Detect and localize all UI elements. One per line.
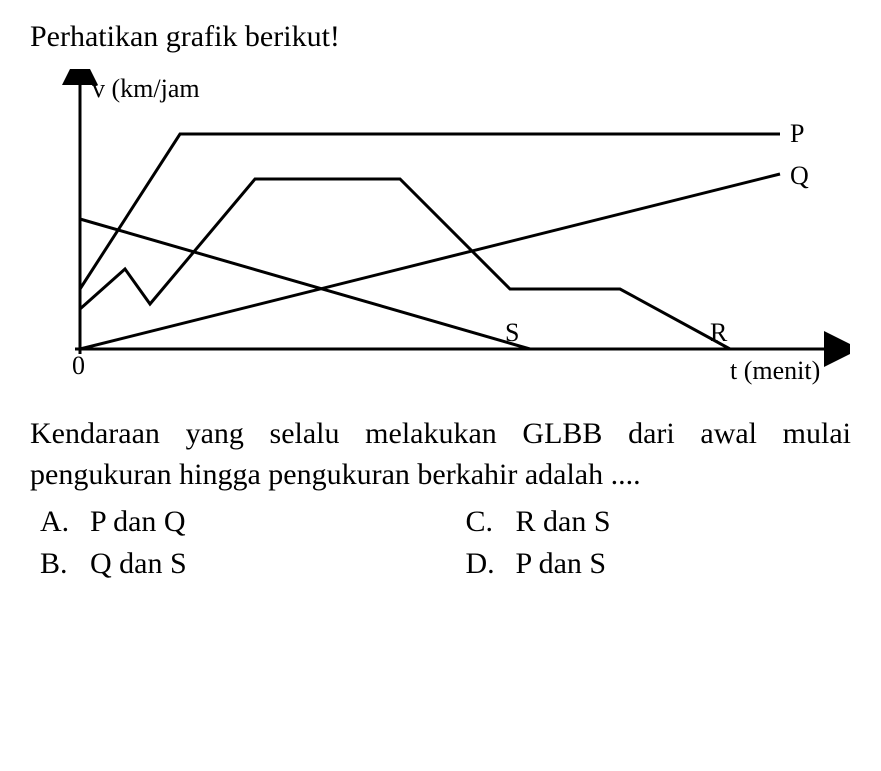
label-s: S (505, 318, 519, 347)
option-d[interactable]: D. P dan S (466, 547, 852, 581)
y-axis-label: v (km/jam (92, 74, 200, 103)
question-title: Perhatikan grafik berikut! (30, 20, 851, 54)
series-s (80, 219, 530, 349)
answer-options: A. P dan Q C. R dan S B. Q dan S D. P da… (30, 505, 851, 581)
chart-svg: v (km/jam t (menit) 0 P Q S R (30, 69, 850, 389)
option-letter-b: B. (40, 547, 70, 581)
option-text-d: P dan S (516, 547, 607, 581)
option-letter-a: A. (40, 505, 70, 539)
option-text-a: P dan Q (90, 505, 186, 539)
label-p: P (790, 119, 804, 148)
series-p (80, 134, 780, 289)
option-text-c: R dan S (516, 505, 611, 539)
velocity-time-chart: v (km/jam t (menit) 0 P Q S R (30, 69, 850, 389)
option-text-b: Q dan S (90, 547, 187, 581)
label-r: R (710, 318, 728, 347)
x-axis-label: t (menit) (730, 356, 820, 385)
label-q: Q (790, 161, 809, 190)
option-a[interactable]: A. P dan Q (40, 505, 426, 539)
option-letter-c: C. (466, 505, 496, 539)
origin-label: 0 (72, 351, 85, 380)
option-letter-d: D. (466, 547, 496, 581)
question-text: Kendaraan yang selalu melakukan GLBB dar… (30, 414, 851, 495)
option-c[interactable]: C. R dan S (466, 505, 852, 539)
option-b[interactable]: B. Q dan S (40, 547, 426, 581)
